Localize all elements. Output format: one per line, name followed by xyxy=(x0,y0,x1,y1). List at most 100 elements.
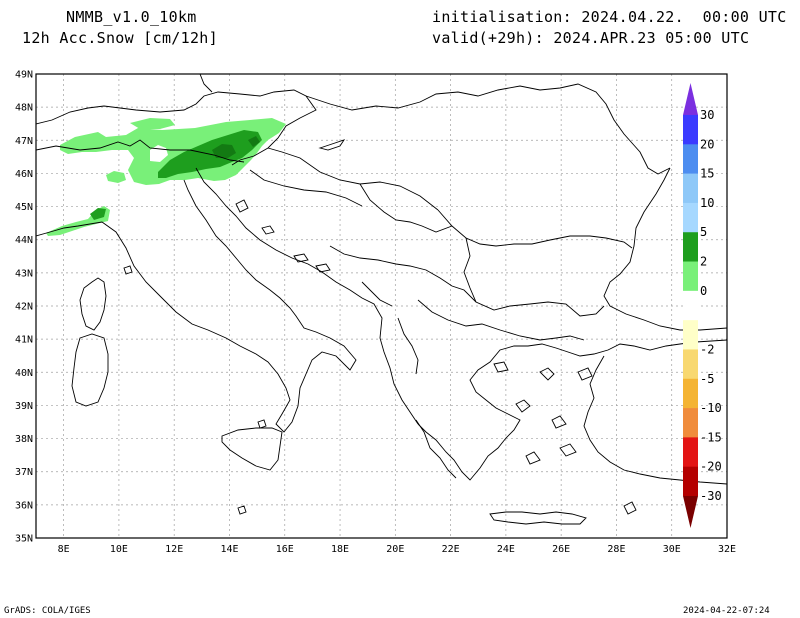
coast-italy xyxy=(36,179,357,433)
coast-turkey xyxy=(583,355,727,485)
colorbar-segment xyxy=(683,408,698,438)
island-dalmatia-2 xyxy=(293,253,309,263)
island-aegean-3 xyxy=(551,415,567,429)
colorbar-segment xyxy=(683,202,698,233)
island-rhodes xyxy=(623,501,637,515)
colorbar-label: 5 xyxy=(700,225,707,239)
lon-label: 30E xyxy=(663,544,681,555)
island-aegean-1 xyxy=(539,367,555,381)
lon-label: 26E xyxy=(552,544,570,555)
snow-area-light-small xyxy=(106,171,126,183)
border-top xyxy=(199,74,213,93)
colorbar-segment xyxy=(683,261,698,292)
variable-title: 12h Acc.Snow [cm/12h] xyxy=(22,29,218,47)
border-hungary xyxy=(305,83,671,175)
border-hungary-south xyxy=(267,147,439,211)
island-dalmatia-3 xyxy=(315,263,331,273)
colorbar-top-arrow xyxy=(683,83,698,115)
lat-label: 37N xyxy=(15,467,33,478)
colorbar-label: -15 xyxy=(700,430,722,444)
island-elba xyxy=(123,265,133,275)
border-serbia xyxy=(359,183,453,233)
island-aeolian xyxy=(257,419,267,429)
lon-label: 14E xyxy=(220,544,238,555)
border-balkans-west xyxy=(329,245,477,303)
island-dalmatia-4 xyxy=(261,225,275,235)
lon-label: 8E xyxy=(58,544,70,555)
coast-sicily xyxy=(221,427,283,471)
longitude-labels: 8E 10E 12E 14E 16E 18E 20E 22E 24E 26E 28E 30E 32E xyxy=(58,544,736,555)
colorbar-label: 2 xyxy=(700,255,707,269)
lat-label: 40N xyxy=(15,368,33,379)
init-time: initialisation: 2024.04.22. 00:00 UTC xyxy=(432,8,787,26)
lat-label: 48N xyxy=(15,103,33,114)
coast-black-sea xyxy=(603,167,727,331)
colorbar-label: 15 xyxy=(700,167,714,181)
lat-label: 36N xyxy=(15,500,33,511)
lat-label: 41N xyxy=(15,335,33,346)
snow-field xyxy=(46,118,286,236)
colorbar-segment xyxy=(683,232,698,262)
lat-label: 44N xyxy=(15,235,33,246)
grid-lines xyxy=(36,74,727,538)
lat-label: 35N xyxy=(15,534,33,545)
footer-timestamp: 2024-04-22-07:24 xyxy=(683,606,770,616)
snow-area-medium-west xyxy=(90,208,106,220)
coast-sardinia xyxy=(71,333,109,407)
valid-value: 2024.APR.23 05:00 UTC xyxy=(553,29,750,47)
island-lesbos xyxy=(577,367,593,381)
colorbar-segment xyxy=(683,466,698,497)
lat-label: 42N xyxy=(15,302,33,313)
colorbar-segment xyxy=(683,378,698,409)
lon-label: 24E xyxy=(497,544,515,555)
snow-area-heavy-2 xyxy=(248,136,260,147)
border-macedonia-greece xyxy=(417,299,585,341)
island-aegean-6 xyxy=(493,361,509,373)
colorbar-label: -20 xyxy=(700,460,722,474)
island-aegean-2 xyxy=(515,399,531,413)
border-alps xyxy=(36,89,317,166)
colorbar-label: 10 xyxy=(700,196,714,210)
model-title: NMMB_v1.0_10km xyxy=(66,8,197,26)
island-malta xyxy=(237,505,247,515)
coast-crete xyxy=(489,511,587,525)
latitude-labels: 49N 48N 47N 46N 45N 44N 43N 42N 41N 40N 39N 38N 37N 3… xyxy=(15,70,33,545)
border-bulgaria-south xyxy=(463,237,605,317)
lon-label: 32E xyxy=(718,544,736,555)
colorbar-segment xyxy=(683,290,698,321)
valid-time: valid(+29h): 2024.APR.23 05:00 UTC xyxy=(432,29,749,47)
lat-label: 49N xyxy=(15,70,33,81)
colorbar-label: 0 xyxy=(700,284,707,298)
lake-balaton xyxy=(318,139,346,151)
snow-area-heavy xyxy=(212,144,236,158)
colorbar-bottom-arrow xyxy=(683,496,698,528)
lat-label: 43N xyxy=(15,268,33,279)
border-montenegro xyxy=(361,281,393,307)
island-dalmatia-1 xyxy=(235,199,249,213)
colorbar-segment xyxy=(683,144,698,174)
coastlines-borders xyxy=(36,74,727,525)
lon-label: 12E xyxy=(165,544,183,555)
coast-peloponnese xyxy=(415,419,457,479)
border-albania xyxy=(397,317,419,375)
colorbar-label: 30 xyxy=(700,108,714,122)
lon-label: 28E xyxy=(607,544,625,555)
lon-label: 18E xyxy=(331,544,349,555)
colorbar-segment xyxy=(683,173,698,204)
valid-label: valid(+29h): xyxy=(432,29,544,47)
lat-label: 39N xyxy=(15,401,33,412)
coast-adriatic-east xyxy=(195,167,419,425)
colorbar-segment xyxy=(683,115,698,145)
lat-label: 45N xyxy=(15,202,33,213)
footer-credit: GrADS: COLA/IGES xyxy=(4,606,91,616)
colorbar-label: 20 xyxy=(700,137,714,151)
coast-corsica xyxy=(79,277,107,331)
lat-label: 38N xyxy=(15,434,33,445)
lon-label: 22E xyxy=(442,544,460,555)
lon-label: 10E xyxy=(110,544,128,555)
island-aegean-4 xyxy=(559,443,577,457)
snow-area-light-top xyxy=(130,118,175,129)
coast-greece xyxy=(417,339,727,481)
